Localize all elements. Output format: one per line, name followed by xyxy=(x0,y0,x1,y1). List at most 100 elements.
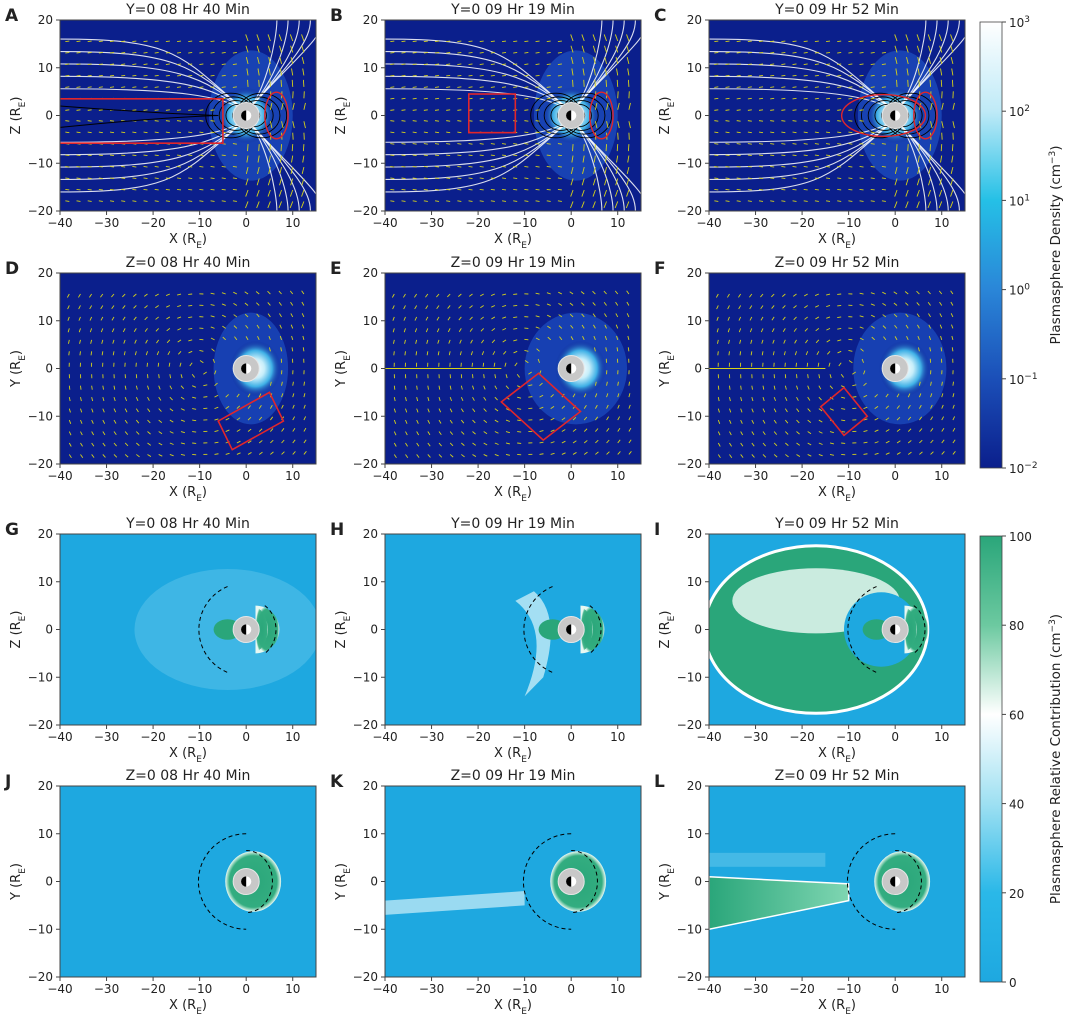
flow-arrow xyxy=(437,339,440,344)
flow-arrow xyxy=(121,177,126,179)
flow-arrow xyxy=(438,385,441,390)
y-axis-label: Z (RE) xyxy=(9,611,28,649)
flow-arrow xyxy=(143,131,148,134)
flow-arrow xyxy=(234,336,238,341)
flow-arrow xyxy=(749,328,753,333)
flow-arrow xyxy=(278,189,282,197)
flow-arrow xyxy=(483,419,488,423)
flow-arrow xyxy=(918,404,922,409)
flow-arrow xyxy=(301,189,305,197)
flow-arrow xyxy=(423,40,428,43)
flow-arrow xyxy=(390,40,395,43)
flow-arrow xyxy=(267,313,271,318)
flow-arrow xyxy=(906,336,909,341)
flow-arrow xyxy=(928,178,931,186)
flow-arrow xyxy=(188,40,193,43)
flow-arrow xyxy=(143,293,148,297)
flow-arrow xyxy=(793,328,797,332)
flow-arrow xyxy=(583,451,588,455)
flow-arrow xyxy=(177,293,182,296)
flow-arrow xyxy=(135,408,139,413)
flow-arrow xyxy=(740,431,744,436)
flow-arrow xyxy=(438,408,442,413)
flow-arrow xyxy=(289,189,294,197)
flow-arrow xyxy=(258,393,262,398)
flow-arrow xyxy=(501,97,507,100)
flow-arrow xyxy=(603,301,607,306)
flow-arrow xyxy=(401,97,406,100)
flow-arrow xyxy=(109,177,115,179)
flow-arrow xyxy=(917,68,920,76)
flow-arrow xyxy=(848,40,853,43)
flow-arrow xyxy=(434,74,440,77)
flow-arrow xyxy=(550,394,554,398)
flow-arrow xyxy=(627,68,630,76)
flow-arrow xyxy=(221,314,226,318)
colorbar-tick-exp: 2 xyxy=(1024,104,1030,114)
flow-arrow xyxy=(270,451,274,455)
flow-arrow xyxy=(416,431,420,436)
flow-arrow xyxy=(907,144,909,152)
flow-arrow xyxy=(626,34,630,42)
x-axis-label-close: ) xyxy=(527,485,532,500)
flow-arrow xyxy=(941,381,943,386)
flow-arrow xyxy=(524,177,529,179)
flow-arrow xyxy=(616,79,619,87)
flow-arrow xyxy=(405,408,408,413)
flow-arrow xyxy=(210,154,215,157)
x-axis-label: X (RE) xyxy=(494,998,532,1017)
x-tick-label: 10 xyxy=(934,469,949,483)
flow-arrow xyxy=(905,178,909,186)
flow-arrow xyxy=(279,68,282,76)
y-tick-label: −10 xyxy=(28,922,53,936)
flow-arrow xyxy=(401,52,406,54)
red-contour xyxy=(264,91,289,140)
flow-arrow xyxy=(938,290,943,295)
flow-arrow xyxy=(951,155,954,163)
flow-arrow xyxy=(804,316,808,320)
x-axis-label: X (RE) xyxy=(818,485,856,504)
flow-arrow xyxy=(592,201,596,209)
y-tick-label: −10 xyxy=(353,922,378,936)
flow-arrow xyxy=(143,188,148,191)
flow-arrow xyxy=(736,131,741,134)
flow-arrow xyxy=(557,63,562,65)
flow-arrow xyxy=(792,177,797,179)
colorbar-label-close: ) xyxy=(1048,146,1064,151)
flow-arrow xyxy=(154,63,159,65)
flow-arrow xyxy=(848,200,853,202)
flow-arrow xyxy=(524,97,529,100)
x-axis-label-main: X (R xyxy=(818,232,845,247)
flow-arrow xyxy=(837,200,842,202)
flow-arrow xyxy=(147,431,151,435)
flow-arrow xyxy=(606,102,609,110)
flow-arrow xyxy=(502,293,507,296)
flow-arrow xyxy=(941,427,945,432)
colorbar-tick-exp: 3 xyxy=(1024,15,1030,25)
flow-arrow xyxy=(894,336,898,341)
flow-arrow xyxy=(245,57,249,65)
plot-area xyxy=(709,273,965,464)
flow-arrow xyxy=(871,336,876,341)
flow-arrow xyxy=(736,120,741,122)
flow-arrow xyxy=(593,324,596,329)
flow-arrow xyxy=(76,200,81,202)
flow-arrow xyxy=(423,63,428,65)
flow-arrow xyxy=(907,405,911,409)
field-line xyxy=(60,38,247,113)
flow-arrow xyxy=(894,34,898,42)
flow-arrow xyxy=(144,328,148,332)
flow-arrow xyxy=(392,328,395,333)
flow-arrow xyxy=(739,351,742,356)
flow-arrow xyxy=(814,86,819,88)
flow-arrow xyxy=(950,313,954,318)
flow-arrow xyxy=(221,292,226,295)
flow-arrow xyxy=(268,335,271,341)
x-tick-label: −20 xyxy=(465,730,490,744)
flow-arrow xyxy=(859,304,864,306)
flow-arrow xyxy=(403,316,406,321)
flow-arrow xyxy=(165,109,170,111)
flow-arrow xyxy=(258,79,260,87)
flow-arrow xyxy=(176,52,182,54)
